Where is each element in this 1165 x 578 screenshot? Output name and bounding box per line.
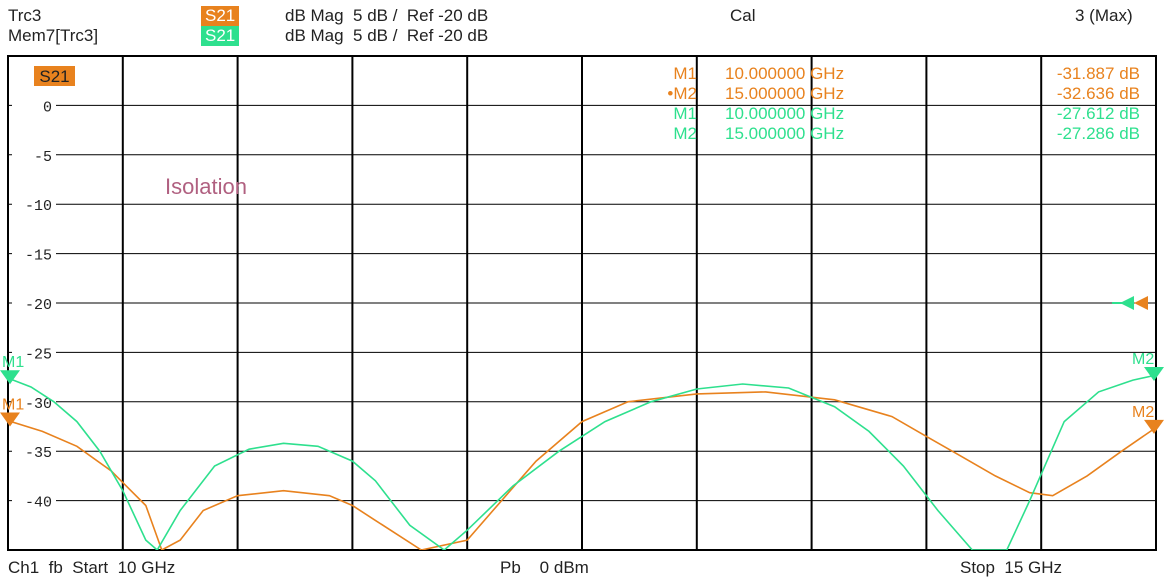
traces: [8, 296, 1156, 550]
stop-frequency[interactable]: Stop 15 GHz: [960, 558, 1063, 577]
readout-marker-label: M1: [673, 64, 697, 83]
trace2-format[interactable]: dB Mag 5 dB / Ref -20 dB: [285, 26, 489, 45]
y-tick-label: -30: [25, 396, 52, 413]
y-tick-bg: [12, 392, 56, 411]
y-tick-label: 0: [43, 99, 52, 116]
marker-m1-label: M1: [2, 354, 24, 371]
readout-value: -31.887 dB: [1057, 64, 1140, 83]
trace2-name[interactable]: Mem7[Trc3]: [8, 26, 99, 45]
readout-value: -32.636 dB: [1057, 84, 1140, 103]
y-tick-bg: [12, 491, 56, 510]
y-tick-bg: [12, 195, 56, 214]
box-label-bg: [34, 66, 75, 86]
marker-m2-triangle: [1144, 366, 1164, 381]
trace1-name[interactable]: Trc3: [8, 6, 42, 25]
marker-readouts: M1 10.000000 GHz -31.887 dB •M2 15.000000 GH…: [667, 64, 1140, 143]
readout-frequency: 15.000000 GHz: [725, 124, 844, 143]
y-tick-label: -10: [25, 198, 52, 215]
readout-marker-label: M2: [673, 124, 697, 143]
y-tick-label: -35: [25, 445, 52, 462]
y-tick-bg: [12, 96, 56, 115]
y-tick-bg: [12, 343, 56, 362]
averaging-status: 3 (Max): [1075, 6, 1133, 25]
markers: M1 M2 M1 M2: [0, 351, 1164, 434]
y-tick-bg: [12, 442, 56, 461]
trace-line-mem7: [8, 374, 1156, 550]
readout-frequency: 10.000000 GHz: [725, 104, 844, 123]
trace1-param-tag[interactable]: S21: [201, 6, 240, 26]
y-tick-label: -40: [25, 495, 52, 512]
readout-marker-label: M1: [673, 104, 697, 123]
channel-start[interactable]: Ch1 fb Start 10 GHz: [8, 558, 176, 577]
y-tick-bg: [12, 244, 56, 263]
marker-m2-label: M2: [1132, 404, 1154, 421]
y-tick-label: -20: [25, 297, 52, 314]
marker-m1-triangle: [0, 412, 20, 427]
trace-line-trc3: [8, 391, 1156, 550]
y-tick-label: -5: [34, 149, 52, 166]
box-label: S21: [39, 67, 69, 86]
readout-value: -27.286 dB: [1057, 124, 1140, 143]
trace2-param-tag[interactable]: S21: [201, 26, 240, 46]
readout-marker-label: •M2: [667, 84, 697, 103]
y-tick-label: -15: [25, 248, 52, 265]
marker-m1-triangle: [0, 370, 20, 385]
y-tick-label: -25: [25, 346, 52, 363]
readout-frequency: 10.000000 GHz: [725, 64, 844, 83]
readout-value: -27.612 dB: [1057, 104, 1140, 123]
source-power[interactable]: Pb 0 dBm: [500, 558, 589, 577]
y-tick-labels: 0 -5 -10 -15 -20 -25 -30 -35 -40: [12, 96, 56, 512]
cal-status: Cal: [730, 6, 756, 25]
chart-grid: [7, 55, 1157, 551]
y-tick-bg: [12, 145, 56, 164]
marker-m2-triangle: [1144, 419, 1164, 434]
readout-frequency: 15.000000 GHz: [725, 84, 844, 103]
marker-m2-label: M2: [1132, 351, 1154, 368]
isolation-annotation: Isolation: [165, 174, 247, 199]
y-tick-bg: [12, 294, 56, 312]
marker-m1-label: M1: [2, 396, 24, 413]
trace1-format[interactable]: dB Mag 5 dB / Ref -20 dB: [285, 6, 489, 25]
ref-level-arrow-trc3: [1134, 296, 1148, 310]
